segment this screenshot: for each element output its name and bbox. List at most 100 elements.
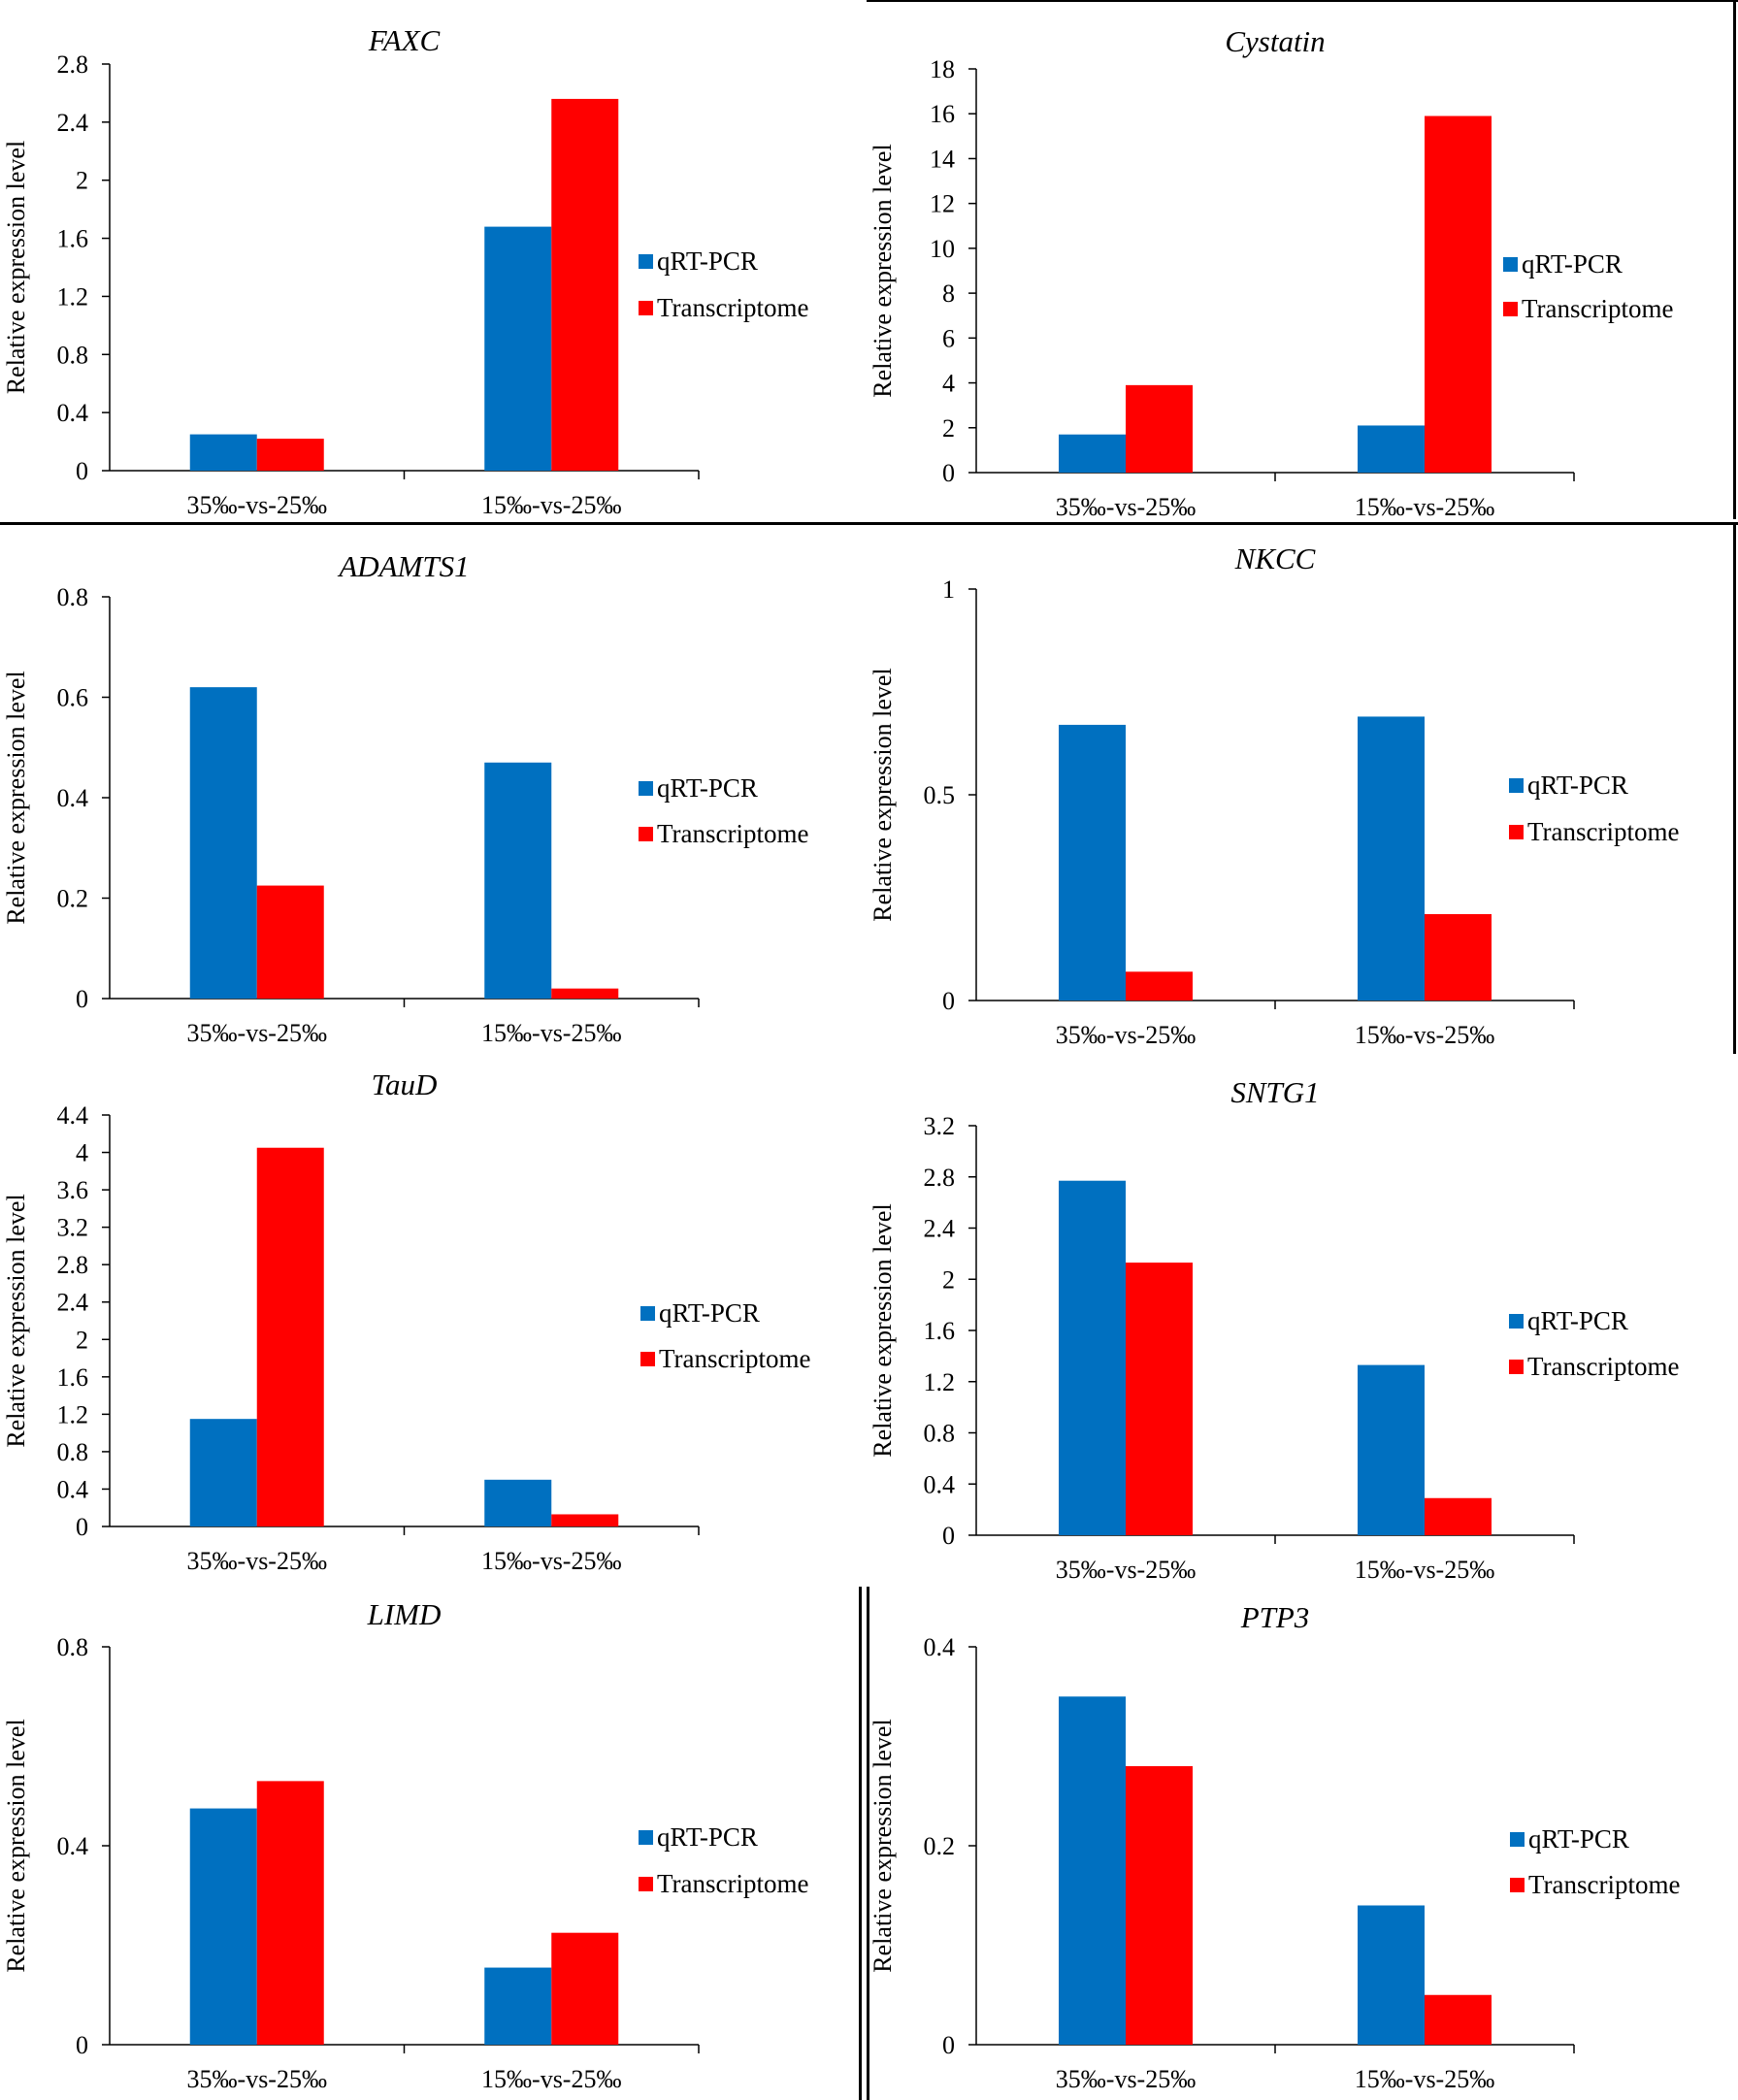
x-category-label: 35‰-vs-25‰ [187,2065,327,2093]
y-tick-label: 0.8 [57,1633,89,1661]
chart-title-cystatin: Cystatin [1225,24,1325,58]
y-tick-label: 0 [942,1522,955,1550]
bar-qrt-pcr-cystatin-2 [1358,425,1425,473]
legend-label-qrt-pcr: qRT-PCR [657,246,758,276]
legend-swatch-transcriptome [1509,1360,1524,1374]
legend-swatch-qrt-pcr [639,254,653,269]
bar-qrt-pcr-limd-1 [189,1808,257,2045]
x-category-label: 15‰-vs-25‰ [481,2065,621,2093]
y-tick-label: 3.6 [57,1176,89,1204]
legend-swatch-transcriptome [639,301,653,315]
y-tick-label: 14 [930,145,955,173]
y-tick-label: 1.6 [57,1363,89,1392]
bar-transcriptome-cystatin-2 [1425,115,1492,474]
bar-qrt-pcr-limd-2 [484,1967,552,2045]
y-tick-label: 0 [942,459,955,487]
bar-qrt-pcr-adamts1-2 [484,762,552,999]
y-tick-label: 0.8 [924,1420,956,1448]
y-tick-label: 0.2 [924,1832,956,1860]
chart-title-faxc: FAXC [368,23,441,57]
legend-swatch-qrt-pcr [1509,778,1524,793]
x-category-label: 35‰-vs-25‰ [1056,2065,1196,2093]
x-category-label: 15‰-vs-25‰ [1355,2065,1494,2093]
legend-label-transcriptome: Transcriptome [1528,1870,1681,1899]
legend-label-transcriptome: Transcriptome [657,293,809,322]
panel-border-top-right [867,0,1738,2]
x-category-label: 35‰-vs-25‰ [187,1019,327,1047]
legend-label-transcriptome: Transcriptome [1527,1352,1680,1381]
legend-swatch-transcriptome [640,1352,655,1366]
legend-swatch-qrt-pcr [640,1306,655,1321]
y-tick-label: 0.4 [57,399,89,427]
bar-qrt-pcr-nkcc-2 [1358,716,1425,1001]
y-tick-label: 0.4 [57,1475,89,1503]
bar-qrt-pcr-faxc-1 [189,434,257,471]
y-tick-label: 10 [930,235,955,263]
bar-transcriptome-sntg1-1 [1126,1263,1193,1535]
bar-transcriptome-cystatin-1 [1126,384,1193,473]
x-category-label: 35‰-vs-25‰ [1056,1021,1196,1049]
bar-qrt-pcr-faxc-2 [484,226,552,471]
bar-qrt-pcr-taud-1 [189,1419,257,1526]
bar-qrt-pcr-adamts1-1 [189,687,257,999]
y-tick-label: 0.8 [57,583,89,611]
y-tick-label: 1.2 [57,1400,89,1428]
y-tick-label: 0 [76,1513,88,1541]
y-tick-label: 0.8 [57,341,89,369]
x-category-label: 35‰-vs-25‰ [187,1547,327,1575]
y-tick-label: 0 [76,457,88,485]
y-tick-label: 1 [942,575,955,604]
bar-qrt-pcr-sntg1-1 [1059,1180,1126,1535]
bar-qrt-pcr-sntg1-2 [1358,1364,1425,1535]
legend-label-qrt-pcr: qRT-PCR [1527,1306,1628,1335]
x-category-label: 15‰-vs-25‰ [481,1547,621,1575]
bar-transcriptome-ptp3-2 [1425,1994,1492,2045]
x-category-label: 15‰-vs-25‰ [1355,1556,1494,1584]
panel-border-ptp3-left [867,1587,869,2100]
y-axis-label: Relative expression level [2,141,30,394]
legend-swatch-qrt-pcr [1509,1314,1524,1329]
chart-title-nkcc: NKCC [1234,541,1316,575]
y-axis-label: Relative expression level [2,1194,30,1447]
legend-swatch-qrt-pcr [1503,257,1518,272]
y-tick-label: 6 [942,324,955,352]
chart-title-limd: LIMD [367,1597,442,1631]
y-tick-label: 2.8 [57,1251,89,1279]
y-tick-label: 4 [942,370,955,398]
legend-swatch-transcriptome [1503,302,1518,316]
y-tick-label: 0.8 [57,1438,89,1466]
y-tick-label: 2 [942,414,955,443]
y-tick-label: 12 [930,190,955,218]
y-tick-label: 2.8 [57,50,89,79]
legend-label-qrt-pcr: qRT-PCR [659,1298,760,1328]
y-tick-label: 2.4 [57,109,89,137]
x-category-label: 15‰-vs-25‰ [1355,1021,1494,1049]
bar-transcriptome-adamts1-1 [256,885,324,999]
y-tick-label: 0.4 [57,784,89,812]
y-tick-label: 18 [930,55,955,83]
x-category-label: 35‰-vs-25‰ [1056,493,1196,521]
y-tick-label: 1.6 [924,1317,956,1345]
y-tick-label: 0.4 [924,1470,956,1498]
y-tick-label: 1.6 [57,225,89,253]
y-tick-label: 4 [76,1139,88,1167]
legend-label-transcriptome: Transcriptome [657,819,809,848]
bar-transcriptome-ptp3-1 [1126,1766,1193,2045]
y-tick-label: 0.6 [57,684,89,712]
y-axis-label: Relative expression level [869,1719,897,1972]
legend-label-qrt-pcr: qRT-PCR [1527,771,1628,800]
y-tick-label: 4.4 [57,1101,89,1130]
y-tick-label: 1.2 [57,282,89,311]
y-axis-label: Relative expression level [2,1719,30,1972]
y-tick-label: 2.8 [924,1164,956,1192]
y-axis-label: Relative expression level [869,144,897,397]
legend-label-qrt-pcr: qRT-PCR [1522,249,1623,279]
chart-title-ptp3: PTP3 [1240,1600,1310,1634]
y-tick-label: 0.4 [924,1633,956,1661]
y-tick-label: 0.5 [924,781,956,809]
y-tick-label: 0 [76,985,88,1013]
y-tick-label: 8 [942,279,955,308]
y-tick-label: 2 [76,1326,88,1354]
